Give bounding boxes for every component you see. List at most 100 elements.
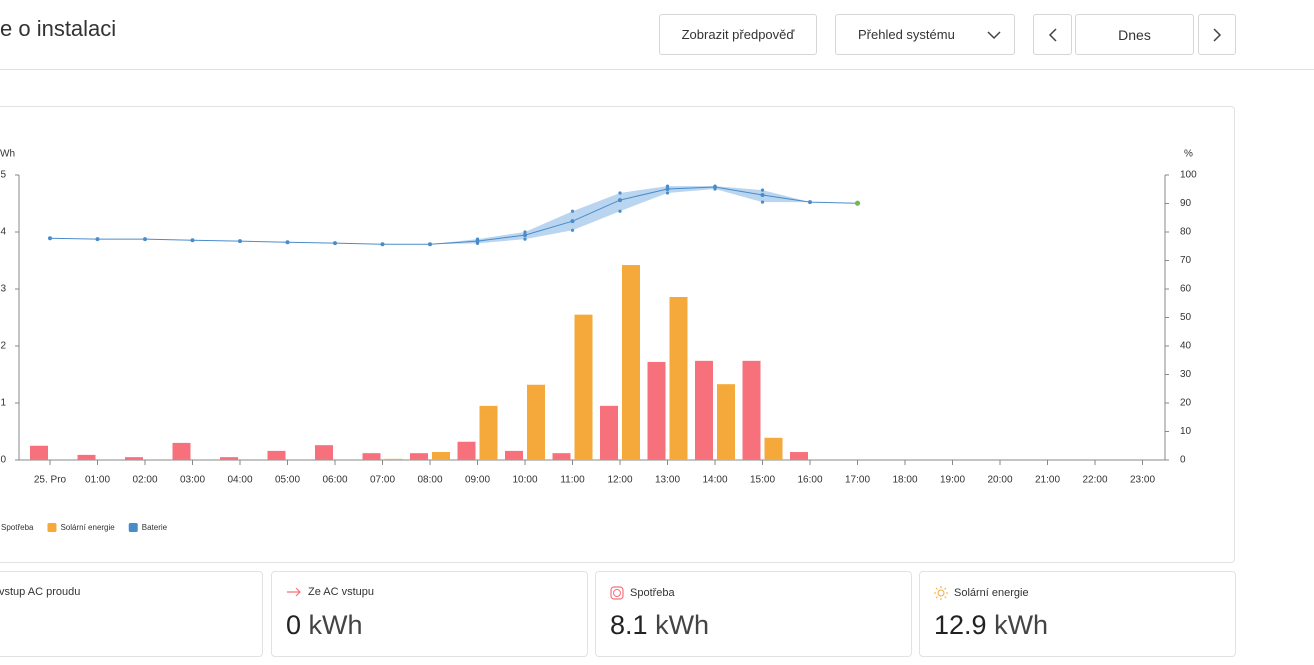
chart-panel: [0, 106, 1235, 563]
date-button[interactable]: Dnes: [1075, 14, 1194, 55]
y2-tick-label: 30: [1180, 369, 1192, 380]
battery-point: [713, 184, 717, 189]
card-value: 8.1 kWh: [610, 610, 709, 641]
x-tick-label: 09:00: [465, 475, 490, 486]
socket-icon: [610, 586, 624, 600]
y2-tick-label: 0: [1180, 455, 1186, 466]
battery-point: [285, 240, 290, 245]
bar: [622, 265, 640, 460]
next-button[interactable]: [1198, 14, 1236, 55]
bar: [457, 441, 476, 460]
x-tick-label: 02:00: [132, 475, 157, 486]
x-tick-label: 13:00: [655, 475, 680, 486]
card-value: 12.9 kWh: [934, 610, 1048, 641]
x-tick-label: 17:00: [845, 475, 870, 486]
card-number: 0: [286, 610, 302, 640]
x-tick-label: 14:00: [702, 475, 727, 486]
band-point: [618, 209, 622, 213]
bar: [267, 450, 286, 460]
prev-button[interactable]: [1033, 14, 1072, 55]
y2-tick-label: 40: [1180, 341, 1192, 352]
header-divider: [0, 69, 1314, 70]
bar: [125, 457, 143, 460]
band-point: [570, 209, 575, 213]
y2-tick-label: 70: [1180, 255, 1192, 266]
battery-point: [333, 241, 337, 246]
x-tick-label: 05:00: [275, 475, 300, 486]
band-point: [760, 188, 765, 192]
page-title: e o instalaci: [0, 16, 117, 41]
card-label-text: Ze AC vstupu: [308, 586, 375, 598]
card-unit: kWh: [308, 610, 363, 640]
bar: [30, 445, 48, 460]
card-value: 0 kWh: [286, 610, 363, 641]
battery-point: [854, 200, 861, 206]
band-point: [618, 191, 622, 195]
x-tick-label: 18:00: [892, 475, 917, 486]
card: Spotřeba 8.1 kWh: [595, 571, 912, 657]
legend-label: Solární energie: [60, 523, 115, 532]
x-tick-label: 19:00: [940, 475, 965, 486]
forecast-button[interactable]: Zobrazit předpověď: [659, 14, 817, 55]
y2-tick-label: 10: [1180, 426, 1192, 437]
x-tick-label: 16:00: [797, 475, 822, 486]
bar: [790, 452, 808, 460]
battery-point: [760, 192, 765, 197]
bar: [742, 360, 761, 460]
legend-label: Baterie: [142, 523, 168, 532]
card-label-text: Spotřeba: [630, 587, 675, 599]
card-number: 8.1: [610, 610, 648, 640]
battery-point: [808, 200, 812, 205]
battery-point: [523, 233, 527, 238]
battery-point: [428, 242, 432, 247]
x-tick-label: 15:00: [750, 475, 775, 486]
band-point: [523, 237, 527, 241]
card-label: Ze AC vstupu: [286, 586, 374, 598]
bar: [574, 314, 593, 460]
arrow-icon: [287, 587, 301, 597]
dropdown-chevron: [987, 31, 1001, 40]
bar: [362, 453, 381, 460]
card-unit: kWh: [994, 610, 1049, 640]
x-tick-label: 21:00: [1035, 475, 1060, 486]
x-tick-label: 08:00: [417, 475, 442, 486]
band-point: [665, 191, 670, 195]
x-tick-label: 03:00: [180, 475, 205, 486]
card: Solární energie 12.9 kWh: [919, 571, 1236, 657]
y-tick-label: 3: [0, 284, 6, 295]
bar: [220, 457, 238, 460]
bar: [432, 452, 450, 460]
x-tick-label: 25. Pro: [34, 475, 67, 486]
legend-swatch: [128, 523, 138, 532]
band-point: [760, 200, 765, 204]
battery-point: [475, 239, 480, 244]
battery-point: [618, 198, 622, 203]
y2-axis-label: %: [1184, 149, 1193, 160]
y2-tick-label: 90: [1180, 198, 1192, 209]
battery-point: [380, 242, 385, 247]
x-tick-label: 10:00: [512, 475, 537, 486]
x-tick-label: 12:00: [607, 475, 632, 486]
bar: [669, 296, 688, 460]
card: vstup AC proudu kWh: [0, 571, 263, 657]
x-tick-label: 04:00: [227, 475, 252, 486]
battery-point: [190, 238, 195, 243]
bar: [315, 445, 333, 460]
next-icon: [1213, 27, 1222, 42]
x-tick-label: 11:00: [560, 475, 585, 486]
sun-icon: [934, 586, 948, 600]
view-select[interactable]: Přehled systému: [835, 14, 1015, 55]
card-number: 12.9: [934, 610, 987, 640]
y2-tick-label: 60: [1180, 284, 1192, 295]
battery-point: [143, 237, 147, 242]
battery-point: [570, 219, 575, 224]
legend-swatch: [47, 523, 57, 532]
x-tick-label: 07:00: [370, 475, 395, 486]
band-point: [570, 228, 575, 232]
y-tick-label: 2: [0, 341, 6, 352]
bar: [505, 450, 523, 460]
battery-point: [48, 236, 52, 241]
y2-tick-label: 50: [1180, 312, 1192, 323]
